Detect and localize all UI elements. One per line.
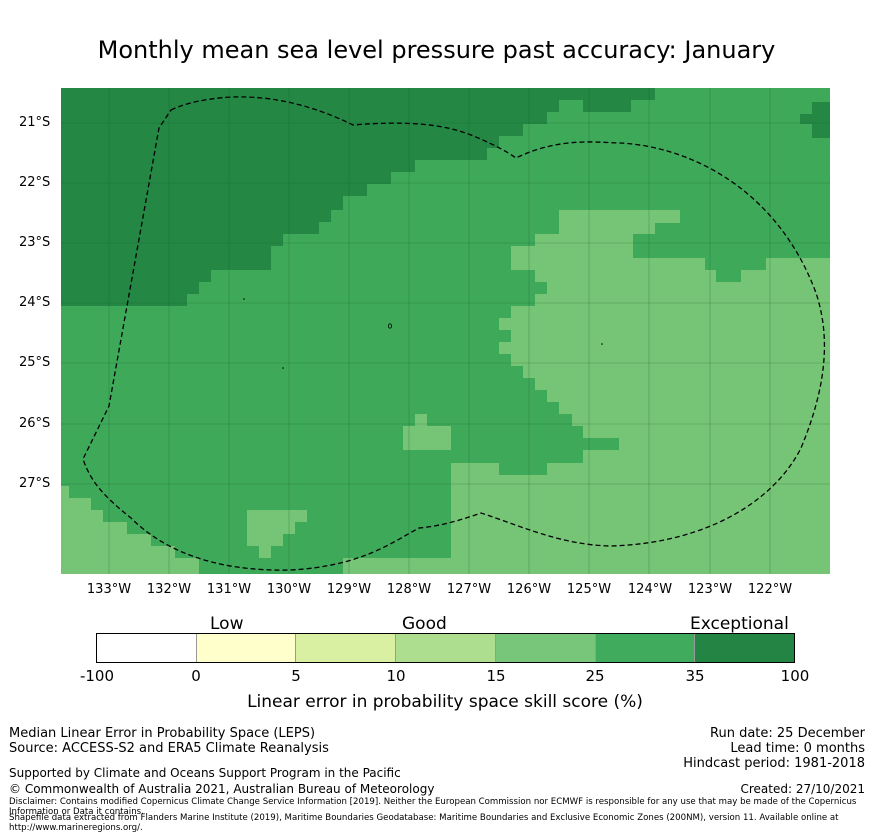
colorbar-swatch xyxy=(695,634,795,662)
chart-title: Monthly mean sea level pressure past acc… xyxy=(97,36,776,64)
colorbar-swatch xyxy=(296,634,397,662)
lon-tick-label: 123°W xyxy=(687,582,733,597)
colorbar-tick-label: 25 xyxy=(585,667,605,685)
colorbar-category-good: Good xyxy=(402,614,447,634)
graticule xyxy=(61,88,830,574)
lon-tick-label: 124°W xyxy=(627,582,673,597)
footer-disclaimer: Disclaimer: Contains modified Copernicus… xyxy=(9,797,857,817)
lead-time: Lead time: 0 months xyxy=(730,741,865,756)
colorbar-category-low: Low xyxy=(210,614,244,634)
lon-tick-label: 127°W xyxy=(446,582,492,597)
eez-boundary xyxy=(82,96,826,571)
footer-method: Median Linear Error in Probability Space… xyxy=(9,726,316,741)
colorbar-tick-label: 15 xyxy=(486,667,506,685)
skill-region-exceptional-ne xyxy=(800,102,830,138)
colorbar-swatch xyxy=(196,634,297,662)
colorbar-tick-label: 35 xyxy=(685,667,705,685)
lon-tick-label: 130°W xyxy=(266,582,312,597)
lat-tick-label: 24°S xyxy=(19,295,51,310)
skill-region-good-southwest xyxy=(61,486,199,574)
colorbar-tick-label: 5 xyxy=(291,667,301,685)
colorbar-category-exceptional: Exceptional xyxy=(690,614,789,634)
footer-source: Source: ACCESS-S2 and ERA5 Climate Reana… xyxy=(9,741,329,756)
skill-region-good-bottom xyxy=(343,558,451,574)
skill-region-good-southcentral xyxy=(247,510,307,558)
lat-tick-label: 23°S xyxy=(19,235,51,250)
colorbar-tick-label: 100 xyxy=(780,667,810,685)
footer-shapefile: Shapefile data extracted from Flanders M… xyxy=(9,813,839,833)
skill-map xyxy=(61,88,830,574)
hindcast-period: Hindcast period: 1981-2018 xyxy=(683,756,865,771)
skill-region-good-mid xyxy=(403,414,451,450)
colorbar-title: Linear error in probability space skill … xyxy=(247,692,643,712)
colorbar-tick-label: 10 xyxy=(386,667,406,685)
colorbar-swatch xyxy=(495,634,596,662)
lon-tick-label: 126°W xyxy=(506,582,552,597)
lat-tick-label: 21°S xyxy=(19,115,51,130)
footer-copyright: © Commonwealth of Australia 2021, Austra… xyxy=(9,782,435,796)
lon-tick-label: 129°W xyxy=(326,582,372,597)
lon-tick-label: 133°W xyxy=(86,582,132,597)
lat-tick-label: 25°S xyxy=(19,355,51,370)
skill-region-good-east xyxy=(451,210,830,574)
lon-tick-label: 122°W xyxy=(747,582,793,597)
colorbar xyxy=(96,633,795,663)
created-date: Created: 27/10/2021 xyxy=(740,782,865,796)
lon-tick-label: 132°W xyxy=(146,582,192,597)
colorbar-tick-label: 0 xyxy=(191,667,201,685)
footer-support: Supported by Climate and Oceans Support … xyxy=(9,766,401,780)
lat-tick-label: 27°S xyxy=(19,476,51,491)
colorbar-swatch xyxy=(595,634,696,662)
lon-tick-label: 125°W xyxy=(566,582,612,597)
lon-tick-label: 128°W xyxy=(386,582,432,597)
colorbar-tick-label: -100 xyxy=(79,667,115,685)
colorbar-swatch xyxy=(396,634,496,662)
colorbar-swatch xyxy=(97,634,197,662)
island-marker xyxy=(387,323,392,329)
lon-tick-label: 131°W xyxy=(206,582,252,597)
skill-region-exceptional xyxy=(61,88,655,306)
island-marker xyxy=(243,298,245,300)
lat-tick-label: 26°S xyxy=(19,416,51,431)
run-date: Run date: 25 December xyxy=(710,726,865,741)
island-marker xyxy=(601,343,603,345)
lat-tick-label: 22°S xyxy=(19,175,51,190)
island-marker xyxy=(282,367,284,369)
